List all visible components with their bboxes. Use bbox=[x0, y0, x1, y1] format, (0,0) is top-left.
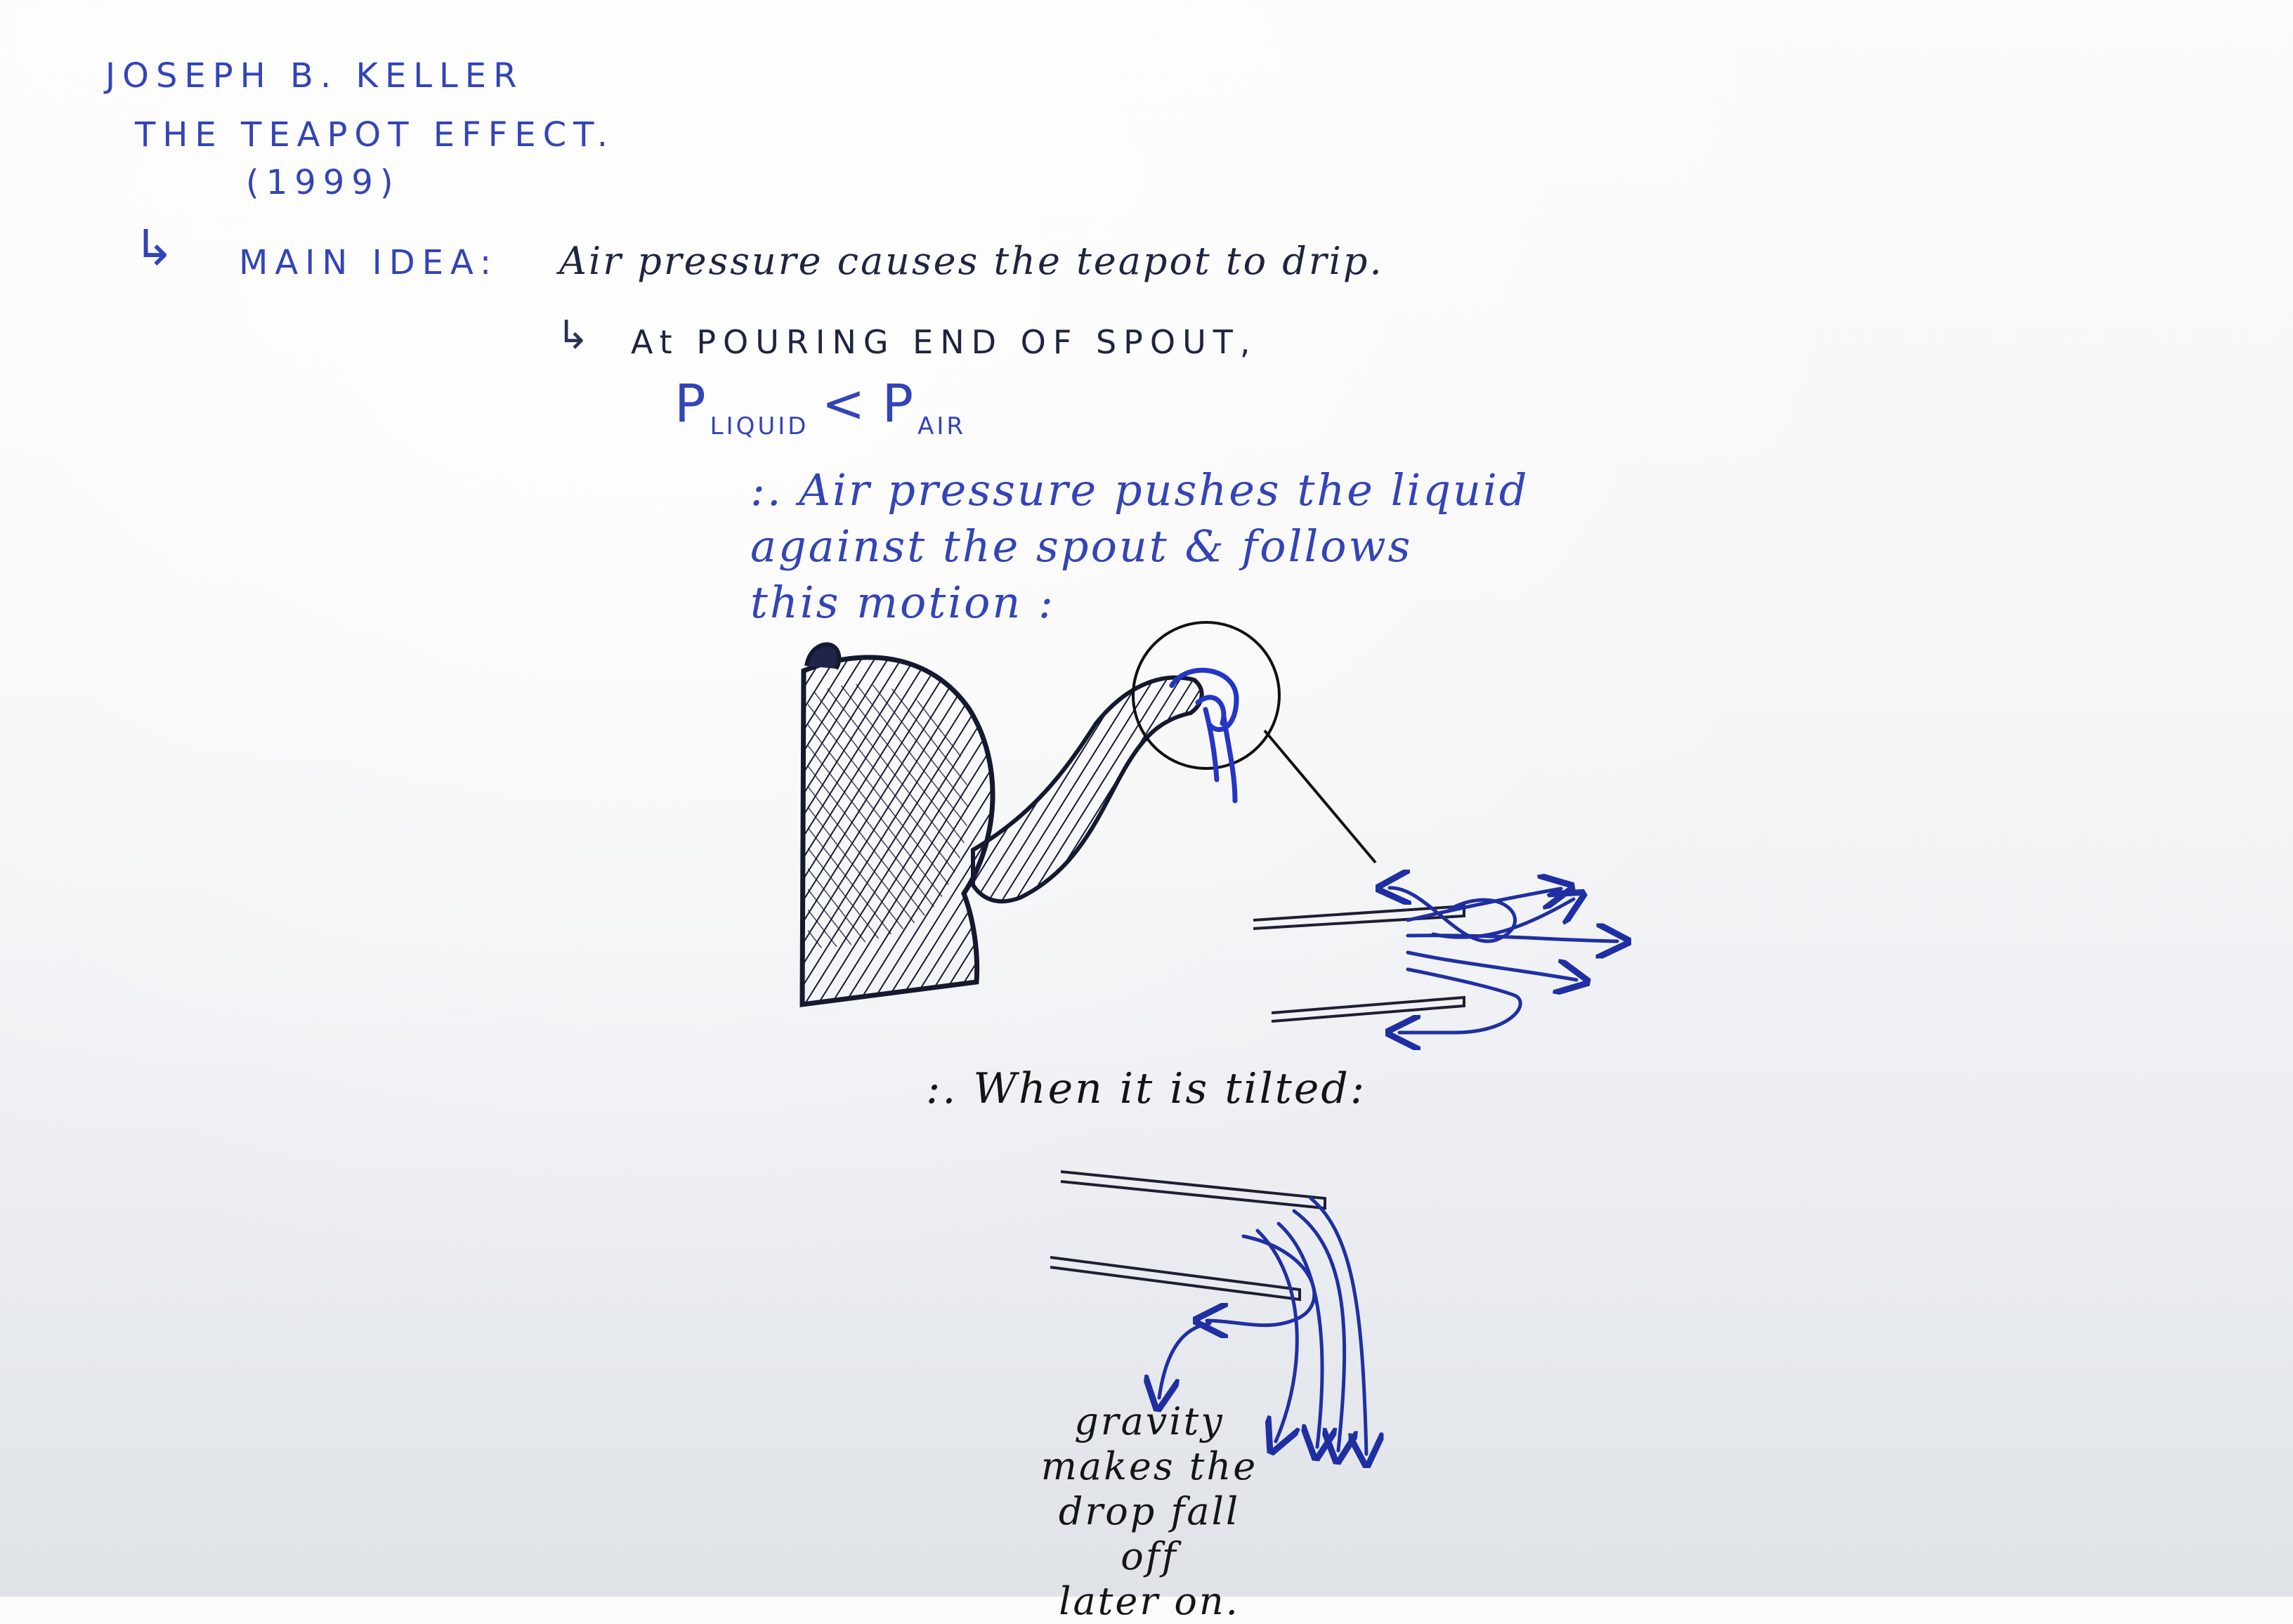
zoom-pointer-line bbox=[1263, 729, 1377, 864]
straight-spout-walls bbox=[1253, 904, 1465, 1023]
straight-flow-arrows bbox=[1390, 888, 1617, 1033]
gravity-note: gravity makes the drop fall off later on… bbox=[1030, 1399, 1269, 1624]
equation-p-liquid: PLIQUID bbox=[674, 374, 809, 440]
explanation-line: against the spout & follows bbox=[750, 520, 1413, 572]
pouring-end-note: At POURING END OF SPOUT, bbox=[631, 323, 1257, 361]
paper-year: (1999) bbox=[246, 163, 400, 202]
gravity-note-line: makes the bbox=[1040, 1444, 1258, 1488]
drip-loop bbox=[1169, 667, 1239, 804]
equation-p-air: PAIR bbox=[882, 374, 967, 440]
explanation-line: :. Air pressure pushes the liquid bbox=[750, 464, 1529, 516]
arrow-right-icon: ↳ bbox=[133, 219, 175, 277]
teapot-lid-knob bbox=[804, 642, 842, 670]
tilted-flow-arrows bbox=[1159, 1196, 1366, 1454]
paper-title: THE TEAPOT EFFECT. bbox=[135, 115, 615, 155]
equation-operator: < bbox=[821, 374, 870, 434]
arrow-right-icon: ↳ bbox=[556, 313, 589, 358]
tilted-flow-diagram bbox=[1050, 1170, 1366, 1454]
spout-zoom-circle bbox=[1132, 621, 1377, 864]
main-idea-text: Air pressure causes the teapot to drip. bbox=[559, 239, 1384, 283]
author-name: JOSEPH B. KELLER bbox=[105, 56, 524, 96]
teapot-spout bbox=[971, 675, 1204, 904]
spout-flow-diagram bbox=[1253, 888, 1617, 1033]
explanation-line: this motion : bbox=[750, 577, 1055, 628]
gravity-note-line: drop fall off bbox=[1058, 1489, 1241, 1578]
pressure-equation: PLIQUID < PAIR bbox=[674, 374, 967, 440]
explanation-text: :. Air pressure pushes the liquid agains… bbox=[750, 462, 1565, 631]
tilted-caption: :. When it is tilted: bbox=[926, 1064, 1367, 1113]
tilted-spout-walls bbox=[1050, 1170, 1326, 1302]
teapot-sketch bbox=[799, 642, 1204, 1007]
main-idea-label: MAIN IDEA: bbox=[239, 243, 499, 282]
teapot-body-shadow bbox=[808, 684, 969, 948]
